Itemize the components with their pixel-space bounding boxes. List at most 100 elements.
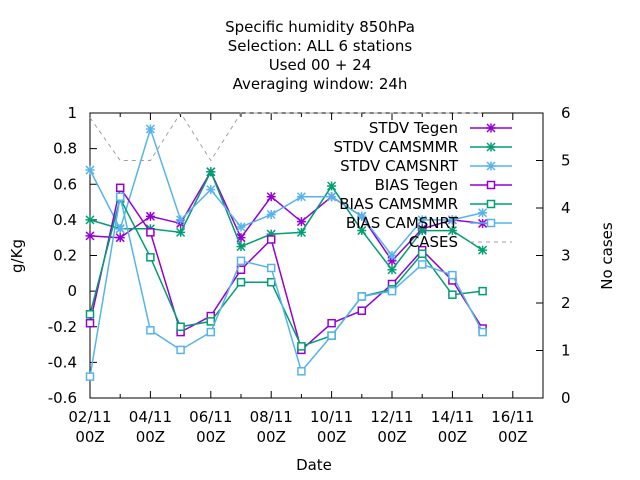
data-point — [357, 211, 367, 221]
legend-item: CASES — [409, 233, 512, 251]
series-line — [89, 196, 483, 348]
data-point — [478, 286, 487, 296]
title-line-3: Used 00 + 24 — [269, 56, 372, 74]
data-point — [85, 372, 95, 381]
data-point — [266, 235, 276, 244]
y-tick-label: 0 — [67, 282, 77, 300]
title-line-4: Averaging window: 24h — [233, 75, 408, 93]
y-tick-label: 0.8 — [53, 140, 77, 158]
legend-label: BIAS CAMSMMR — [339, 195, 458, 213]
series-line — [89, 196, 484, 377]
x-tick-label: 12/11 — [370, 408, 413, 426]
series-stdv-camsmmr — [85, 167, 488, 275]
data-point — [115, 192, 125, 201]
y2-axis-ticks: 0 1 2 3 4 5 6 — [536, 104, 571, 407]
data-point — [176, 215, 186, 225]
data-point — [146, 253, 155, 262]
data-point — [447, 215, 457, 225]
chart-title: Specific humidity 850hPa Selection: ALL … — [225, 18, 415, 93]
data-point — [387, 250, 397, 261]
x-tick-label: 16/11 — [491, 408, 534, 426]
legend-swatch-marker — [486, 142, 496, 152]
data-point — [327, 192, 337, 202]
data-point — [236, 222, 246, 232]
legend-label: STDV Tegen — [369, 119, 458, 137]
data-point — [478, 208, 488, 218]
x-tick-label-time: 00Z — [438, 428, 467, 446]
legend-label: STDV CAMSNRT — [340, 157, 459, 175]
data-point — [357, 226, 367, 236]
data-point — [85, 215, 95, 225]
y-tick-label: 0.6 — [53, 175, 77, 193]
legend-label: STDV CAMSMMR — [333, 138, 458, 156]
data-point — [296, 217, 306, 227]
x-tick-label: 08/11 — [250, 408, 293, 426]
x-tick-label: 14/11 — [431, 408, 474, 426]
legend-item: STDV CAMSMMR — [333, 138, 512, 156]
legend-item: BIAS CAMSMMR — [339, 195, 512, 213]
series-line — [89, 170, 483, 263]
data-point — [85, 165, 95, 175]
data-point — [85, 318, 95, 328]
legend-swatch-marker — [486, 180, 496, 190]
legend-swatch-marker — [486, 218, 496, 228]
legend-swatch-marker — [486, 123, 496, 133]
title-line-1: Specific humidity 850hPa — [225, 18, 415, 36]
data-point — [85, 310, 95, 319]
y-axis-ticks: -0.6 -0.4 -0.2 0 0.2 0.4 0.6 0.8 1 — [48, 104, 97, 407]
y2-tick-label: 3 — [561, 247, 571, 265]
data-point — [236, 277, 246, 287]
x-axis-label: Date — [296, 456, 332, 474]
y2-axis-label: No cases — [598, 222, 616, 290]
y-tick-label: 0.4 — [53, 211, 77, 229]
legend-item: STDV CAMSNRT — [340, 157, 512, 175]
legend-item: BIAS Tegen — [375, 176, 512, 194]
legend-swatch-marker — [486, 161, 496, 171]
data-point — [448, 290, 457, 299]
data-point — [85, 231, 95, 241]
series-line — [89, 185, 484, 352]
data-point — [417, 249, 427, 258]
data-point — [206, 167, 216, 177]
x-tick-label: 06/11 — [189, 408, 232, 426]
data-point — [236, 242, 246, 252]
data-point — [266, 263, 276, 273]
series-line — [89, 126, 483, 257]
x-tick-label-time: 00Z — [196, 428, 225, 446]
y-tick-label: -0.6 — [48, 389, 77, 407]
legend-label: BIAS Tegen — [375, 176, 458, 194]
data-point — [266, 277, 276, 287]
data-point — [206, 317, 216, 326]
legend-label: BIAS CAMSNRT — [346, 214, 459, 232]
legend-swatch-marker — [486, 199, 496, 209]
x-tick-label-time: 00Z — [136, 428, 165, 446]
data-point — [146, 228, 155, 237]
data-point — [357, 292, 367, 301]
series-stdv-camsnrt — [85, 124, 488, 261]
series-line — [89, 169, 484, 271]
data-point — [327, 331, 336, 340]
data-point — [327, 318, 336, 328]
data-point — [266, 210, 276, 220]
data-point — [297, 367, 306, 376]
x-tick-label: 10/11 — [310, 408, 353, 426]
data-point — [115, 224, 125, 234]
data-point — [478, 327, 487, 337]
x-tick-label-time: 00Z — [257, 428, 286, 446]
legend-item: BIAS CAMSNRT — [346, 214, 512, 232]
legend-item: STDV Tegen — [369, 119, 512, 137]
x-tick-label-time: 00Z — [498, 428, 527, 446]
x-axis-ticks: 02/11 00Z 04/11 00Z 06/11 00Z 08/11 00Z 10/11 00Z… — [68, 113, 544, 446]
data-point — [176, 227, 186, 237]
y2-tick-label: 4 — [561, 199, 571, 217]
data-point — [296, 227, 306, 237]
y-tick-label: 0.2 — [53, 247, 77, 265]
y-tick-label: -0.4 — [48, 353, 77, 371]
data-point — [176, 345, 185, 355]
y-tick-label: -0.2 — [48, 318, 77, 336]
data-point — [417, 215, 427, 225]
data-point — [296, 192, 306, 202]
data-point — [236, 256, 246, 266]
